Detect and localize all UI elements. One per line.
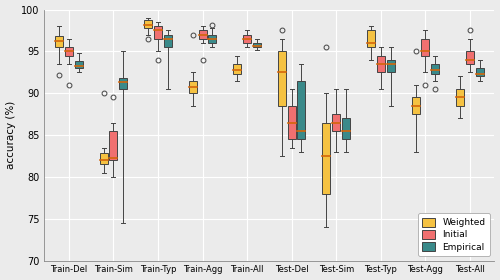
Bar (367, 31, 375, 47)
Bar (65, 47, 73, 55)
Bar (422, 39, 430, 55)
Bar (431, 64, 439, 74)
Bar (332, 114, 340, 131)
Bar (154, 26, 162, 39)
Bar (188, 81, 197, 93)
Bar (412, 97, 420, 114)
Bar (377, 55, 385, 72)
Bar (144, 20, 152, 28)
Bar (110, 131, 118, 160)
Bar (55, 36, 63, 47)
Bar (198, 31, 206, 39)
Bar (466, 52, 474, 64)
Bar (386, 60, 394, 72)
Bar (119, 78, 127, 89)
Bar (298, 81, 306, 139)
Bar (243, 35, 251, 43)
Bar (322, 123, 330, 194)
Bar (456, 89, 464, 106)
Bar (74, 61, 82, 68)
Bar (100, 153, 108, 164)
Y-axis label: accuracy (%): accuracy (%) (6, 101, 16, 169)
Bar (208, 35, 216, 43)
Bar (278, 52, 286, 106)
Bar (234, 64, 241, 74)
Bar (288, 106, 296, 139)
Bar (253, 43, 261, 47)
Bar (164, 35, 172, 47)
Bar (342, 118, 350, 139)
Legend: Weighted, Initial, Empirical: Weighted, Initial, Empirical (418, 213, 490, 256)
Bar (476, 68, 484, 76)
